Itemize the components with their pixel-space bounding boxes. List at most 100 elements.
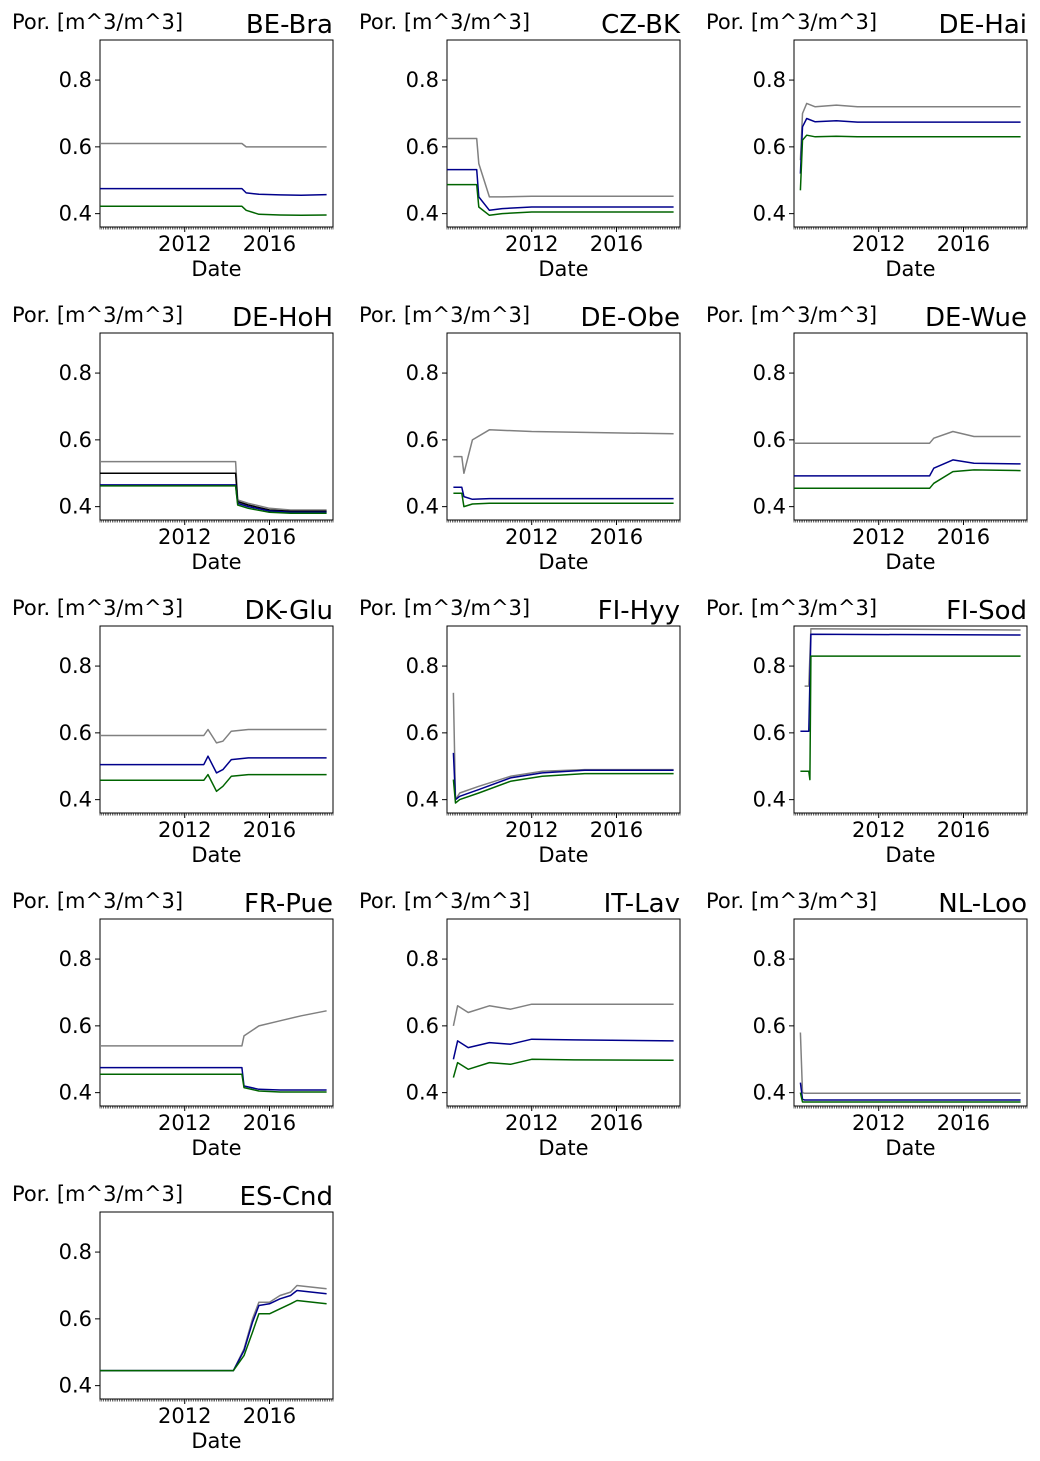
series-line-0 (452, 692, 674, 801)
series-line-2 (799, 1092, 1021, 1103)
y-tick-label: 0.6 (406, 721, 439, 745)
subplot-fr-pue: 0.4 0.6 0.8 2012 2016 Por. [m^3/m^3] FR-Pue Dat… (12, 889, 334, 1160)
y-tick-label: 0.4 (59, 1081, 92, 1105)
x-tick-label: 2012 (852, 818, 905, 842)
y-tick-label: 0.6 (406, 428, 439, 452)
y-tick-label: 0.6 (753, 721, 786, 745)
series-line-1 (452, 1038, 674, 1060)
subplot-title: CZ-BK (601, 10, 681, 40)
subplot-title: NL-Loo (938, 889, 1027, 919)
x-minor-ticks (793, 813, 1028, 816)
x-tick-label: 2012 (158, 1111, 211, 1135)
series-line-0 (799, 102, 1021, 161)
axes-frame (99, 39, 334, 228)
series-line-0 (100, 1284, 327, 1372)
series-line-0 (799, 1032, 1021, 1095)
axes-frame (446, 918, 681, 1107)
x-tick-label: 2016 (590, 818, 643, 842)
subplot-fi-hyy: 0.4 0.6 0.8 2012 2016 Por. [m^3/m^3] FI-Hyy Dat… (359, 596, 681, 867)
y-tick-label: 0.6 (59, 1014, 92, 1038)
y-tick-label: 0.4 (59, 1374, 92, 1398)
axes-frame (99, 918, 334, 1107)
y-tick-label: 0.6 (753, 1014, 786, 1038)
y-tick-label: 0.8 (59, 1240, 92, 1264)
x-minor-ticks (793, 520, 1028, 523)
y-tick-label: 0.8 (406, 68, 439, 92)
subplot-title: DK-Glu (244, 596, 333, 626)
y-tick-label: 0.6 (406, 135, 439, 159)
series-line-1 (100, 1289, 327, 1372)
y-tick-label: 0.8 (59, 654, 92, 678)
subplot-title: FI-Hyy (598, 596, 680, 626)
y-axis-label: Por. [m^3/m^3] (706, 889, 877, 913)
y-axis-label: Por. [m^3/m^3] (706, 303, 877, 327)
x-tick-label: 2016 (937, 1111, 990, 1135)
x-minor-ticks (446, 520, 681, 523)
x-minor-ticks (99, 520, 334, 523)
subplot-title: IT-Lav (604, 889, 680, 919)
series-line-2 (799, 134, 1021, 191)
x-tick-label: 2016 (243, 525, 296, 549)
x-axis-label: Date (191, 1429, 241, 1453)
x-tick-label: 2016 (243, 1111, 296, 1135)
x-axis-label: Date (538, 843, 588, 867)
y-axis-label: Por. [m^3/m^3] (359, 10, 530, 34)
x-minor-ticks (793, 227, 1028, 230)
series-line-2 (100, 205, 327, 217)
series-line-1 (794, 459, 1021, 477)
x-tick-label: 2012 (158, 525, 211, 549)
y-tick-label: 0.4 (59, 788, 92, 812)
y-tick-label: 0.4 (753, 202, 786, 226)
subplot-cz-bk: 0.4 0.6 0.8 2012 2016 Por. [m^3/m^3] CZ-BK Date (359, 10, 681, 281)
x-axis-label: Date (191, 1136, 241, 1160)
x-axis-label: Date (885, 843, 935, 867)
x-tick-label: 2012 (852, 525, 905, 549)
subplot-title: DE-HoH (232, 303, 333, 333)
y-tick-label: 0.6 (59, 428, 92, 452)
x-minor-ticks (99, 813, 334, 816)
series-line-1 (799, 1082, 1021, 1101)
x-axis-label: Date (885, 550, 935, 574)
series-line-1 (452, 752, 674, 801)
y-tick-label: 0.4 (753, 1081, 786, 1105)
x-axis-label: Date (191, 550, 241, 574)
y-tick-label: 0.4 (406, 202, 439, 226)
y-axis-label: Por. [m^3/m^3] (359, 596, 530, 620)
y-axis-label: Por. [m^3/m^3] (706, 596, 877, 620)
y-tick-label: 0.8 (406, 947, 439, 971)
series-line-0 (447, 137, 674, 198)
x-axis-label: Date (538, 550, 588, 574)
x-axis-label: Date (885, 257, 935, 281)
axes-frame (446, 39, 681, 228)
subplot-de-hoh: 0.4 0.6 0.8 2012 2016 Por. [m^3/m^3] DE-HoH Dat… (12, 303, 334, 574)
x-tick-label: 2012 (505, 525, 558, 549)
axes-frame (99, 625, 334, 814)
series-line-1 (100, 1066, 327, 1091)
x-tick-label: 2016 (590, 232, 643, 256)
series-line-2 (452, 772, 674, 804)
x-axis-label: Date (885, 1136, 935, 1160)
series-line-0 (452, 1003, 674, 1027)
y-tick-label: 0.6 (59, 135, 92, 159)
series-line-0 (100, 1010, 327, 1047)
y-axis-label: Por. [m^3/m^3] (359, 889, 530, 913)
y-axis-label: Por. [m^3/m^3] (12, 889, 183, 913)
series-line-2 (453, 492, 674, 508)
subplot-title: BE-Bra (246, 10, 333, 40)
y-axis-label: Por. [m^3/m^3] (359, 303, 530, 327)
x-tick-label: 2016 (590, 525, 643, 549)
axes-frame (446, 332, 681, 521)
x-tick-label: 2016 (243, 818, 296, 842)
series-line-2 (100, 773, 327, 793)
y-tick-label: 0.4 (406, 495, 439, 519)
y-tick-label: 0.8 (59, 947, 92, 971)
series-line-1 (799, 117, 1021, 174)
subplot-de-wue: 0.4 0.6 0.8 2012 2016 Por. [m^3/m^3] DE-Wue Dat… (706, 303, 1028, 574)
x-axis-label: Date (191, 257, 241, 281)
y-tick-label: 0.6 (59, 1307, 92, 1331)
x-tick-label: 2016 (937, 232, 990, 256)
series-line-1 (100, 187, 327, 197)
y-axis-label: Por. [m^3/m^3] (12, 1182, 183, 1206)
subplot-it-lav: 0.4 0.6 0.8 2012 2016 Por. [m^3/m^3] IT-Lav Dat… (359, 889, 681, 1160)
